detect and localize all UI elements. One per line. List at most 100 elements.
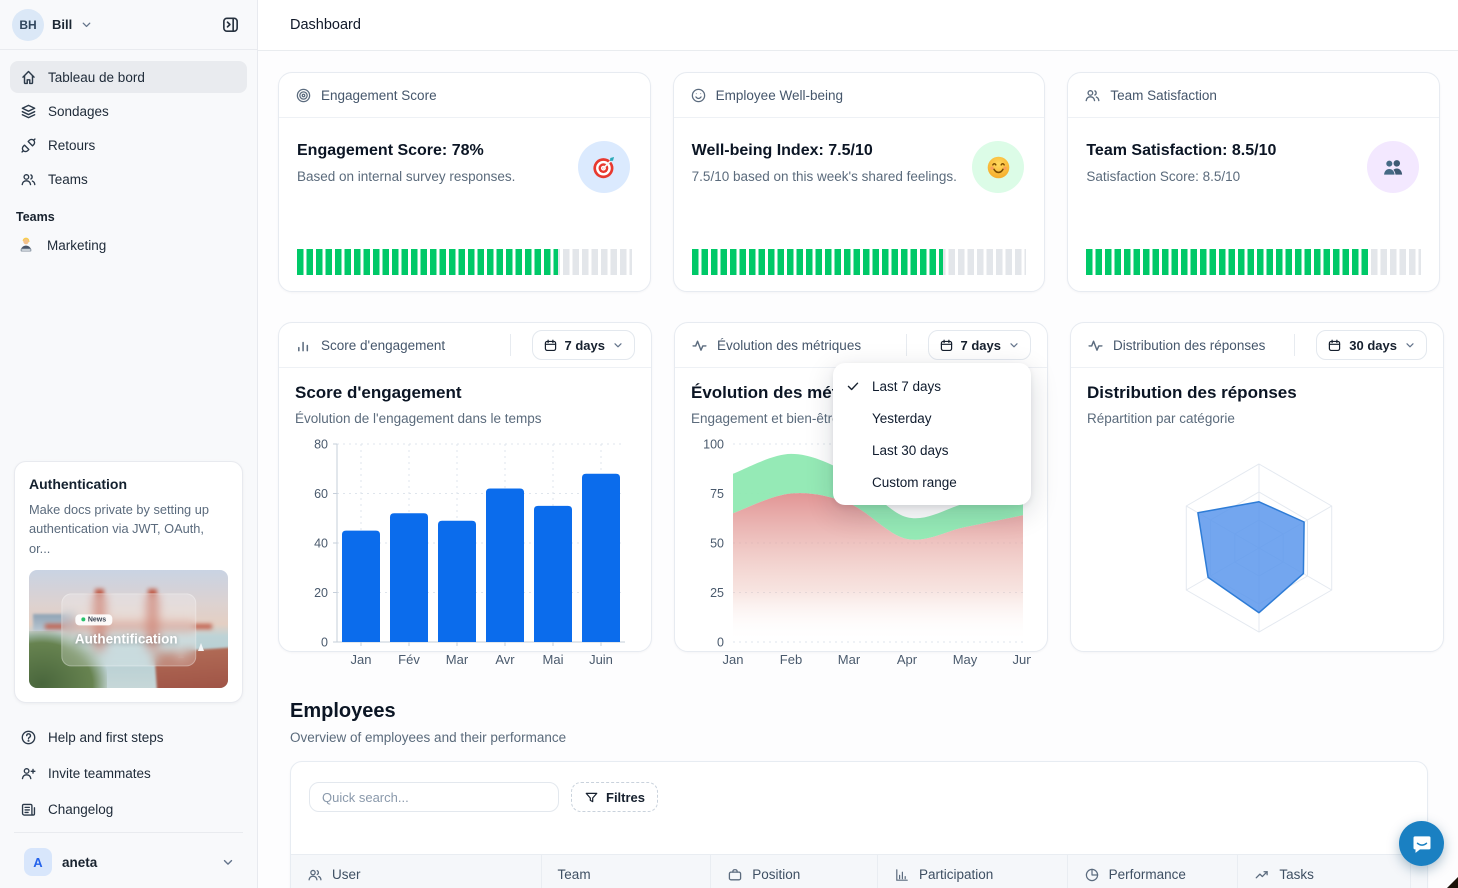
- column-header-participation[interactable]: Participation: [876, 855, 1067, 888]
- team-satisfaction-card: Team Satisfaction Team Satisfaction: 8.5…: [1067, 72, 1441, 292]
- sidebar-spacer: [0, 261, 257, 449]
- bar-chart-icon: [295, 337, 312, 354]
- range-selector-button[interactable]: 7 days: [531, 330, 635, 360]
- news-badge: News: [74, 614, 113, 626]
- authentication-promo-card[interactable]: Authentication Make docs private by sett…: [14, 460, 243, 703]
- column-header-tasks[interactable]: Tasks: [1237, 855, 1410, 888]
- range-dropdown-menu: Last 7 days Yesterday Last 30 days Custo…: [833, 363, 1031, 505]
- auth-card-image: News Authentification: [29, 570, 228, 688]
- progress-fill: [297, 249, 559, 275]
- home-icon: [20, 69, 37, 86]
- main-area: Dashboard Engagement Score Engagement Sc…: [258, 0, 1458, 888]
- sidebar-item-dashboard[interactable]: Tableau de bord: [10, 61, 247, 93]
- account-menu[interactable]: A aneta: [10, 840, 247, 884]
- sidebar-item-label: Retours: [48, 137, 96, 153]
- card-header: Score d'engagement 7 days: [279, 323, 651, 368]
- menu-item-last-7-days[interactable]: Last 7 days: [833, 370, 1031, 402]
- divider: [905, 334, 907, 356]
- column-header-user[interactable]: User: [291, 855, 541, 888]
- range-label: 30 days: [1349, 337, 1397, 353]
- users-icon: [307, 867, 323, 883]
- chart-subtitle: Évolution de l'engagement dans le temps: [295, 411, 542, 426]
- menu-item-last-30-days[interactable]: Last 30 days: [872, 442, 949, 458]
- sidebar-item-sondages[interactable]: Sondages: [10, 95, 247, 127]
- target-icon: [295, 87, 312, 104]
- users-icon: [1084, 87, 1101, 104]
- collapse-sidebar-button[interactable]: [215, 10, 245, 40]
- chevron-down-icon: [1404, 339, 1416, 351]
- sidebar-item-changelog[interactable]: Changelog: [10, 793, 247, 825]
- card-body: Well-being Index: 7.5/10 7.5/10 based on…: [674, 118, 1045, 184]
- stat-icon-circle: [1367, 141, 1420, 193]
- calendar-icon: [939, 338, 954, 353]
- target-emoji-icon: [593, 156, 614, 179]
- range-selector-button[interactable]: 30 days: [1316, 330, 1427, 360]
- page-title: Dashboard: [290, 17, 361, 33]
- sidebar-footer: Help and first steps Invite teammates Ch…: [0, 715, 257, 888]
- engagement-chart-card: Score d'engagement 7 days Score d'engage…: [278, 322, 652, 667]
- card-header-label: Team Satisfaction: [1110, 87, 1217, 103]
- stat-subtitle: Based on internal survey responses.: [297, 169, 516, 184]
- sidebar-item-retours[interactable]: Retours: [10, 129, 247, 161]
- svg-text:Jun: Jun: [1013, 652, 1031, 667]
- divider: [14, 832, 243, 833]
- column-header-position[interactable]: Position: [710, 855, 877, 888]
- users-icon: [20, 171, 37, 188]
- chevron-down-icon: [221, 855, 235, 869]
- chart-title: Distribution des réponses: [1087, 383, 1297, 402]
- team-item-label: Marketing: [47, 237, 107, 253]
- card-header: Engagement Score: [279, 73, 650, 118]
- bar-chart-plot: 0 20 40 60 80 Jan Fév Mar Avr Mai Juin: [295, 430, 635, 683]
- layers-icon: [20, 103, 37, 120]
- card-body: Team Satisfaction: 8.5/10 Satisfaction S…: [1068, 118, 1439, 184]
- card-header-label: Engagement Score: [321, 87, 437, 103]
- menu-item-custom-range[interactable]: Custom range: [872, 474, 957, 490]
- svg-text:Feb: Feb: [780, 652, 802, 667]
- table-header-row: User Team Position Participation: [291, 854, 1427, 888]
- activity-icon: [1087, 337, 1104, 354]
- range-label: 7 days: [564, 337, 605, 353]
- sidebar-item-label: Teams: [48, 171, 88, 187]
- svg-text:50: 50: [710, 537, 724, 551]
- filters-button[interactable]: Filtres: [571, 782, 659, 812]
- sailboat-shape: [198, 643, 205, 652]
- workspace-avatar: BH: [12, 8, 44, 41]
- sidebar-item-label: Sondages: [48, 103, 109, 119]
- range-selector-button[interactable]: 7 days: [927, 330, 1031, 360]
- calendar-icon: [543, 338, 558, 353]
- sidebar-item-invite[interactable]: Invite teammates: [10, 757, 247, 789]
- sidebar-item-marketing[interactable]: Marketing: [0, 229, 257, 261]
- svg-text:Jan: Jan: [723, 652, 744, 667]
- smile-icon: [690, 87, 707, 104]
- stat-icon-circle: [972, 141, 1025, 193]
- teams-section-label: Teams: [16, 210, 55, 224]
- svg-text:Avr: Avr: [495, 652, 515, 667]
- svg-text:Fév: Fév: [398, 652, 420, 667]
- sidebar-item-help[interactable]: Help and first steps: [10, 721, 247, 753]
- card-header: Team Satisfaction: [1068, 73, 1440, 118]
- card-header: Employee Well-being: [673, 73, 1045, 118]
- busts-in-silhouette-emoji-icon: [1383, 159, 1403, 176]
- employees-section: Employees Overview of employees and thei…: [290, 700, 1428, 888]
- progress-fill: [691, 249, 943, 275]
- card-header: Distribution des réponses 30 days: [1071, 323, 1443, 368]
- response-distribution-card: Distribution des réponses 30 days Distri…: [1070, 322, 1444, 652]
- progress-fill: [1086, 249, 1371, 275]
- engagement-score-card: Engagement Score Engagement Score: 78% B…: [278, 72, 651, 292]
- chat-launcher-button[interactable]: [1399, 821, 1444, 866]
- svg-text:75: 75: [710, 487, 724, 501]
- menu-item-yesterday[interactable]: Yesterday: [872, 410, 932, 426]
- smiling-face-emoji-icon: [987, 156, 1010, 178]
- search-input[interactable]: [309, 782, 559, 812]
- trend-up-icon: [1254, 867, 1270, 883]
- briefcase-icon: [727, 867, 743, 883]
- chart-title: Score d'engagement: [295, 383, 462, 402]
- funnel-icon: [584, 790, 599, 805]
- sidebar-item-teams[interactable]: Teams: [10, 163, 247, 195]
- column-header-team[interactable]: Team: [540, 855, 711, 888]
- workspace-switcher[interactable]: BH Bill: [0, 0, 257, 50]
- stat-subtitle: Satisfaction Score: 8.5/10: [1086, 169, 1241, 184]
- column-header-performance[interactable]: Performance: [1066, 855, 1238, 888]
- svg-text:Mar: Mar: [838, 652, 861, 667]
